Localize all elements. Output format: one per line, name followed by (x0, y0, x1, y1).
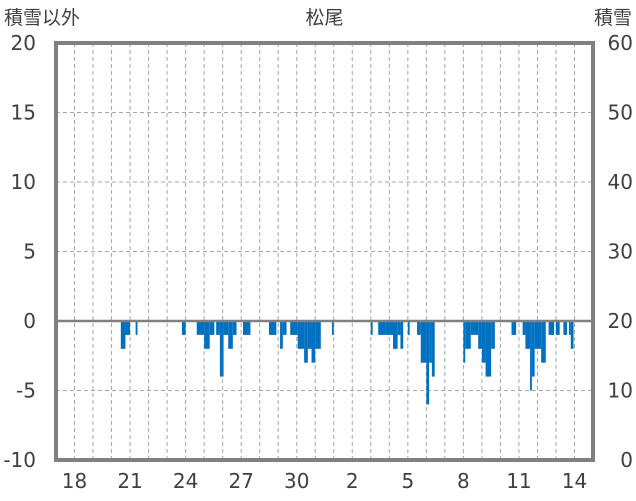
bar (429, 321, 432, 363)
bar (485, 321, 492, 377)
bar (525, 321, 531, 349)
bar (370, 321, 373, 335)
x-tick-label: 8 (457, 469, 470, 493)
x-tick-label: 27 (228, 469, 253, 493)
left-tick-label: 10 (11, 170, 36, 194)
bar (541, 321, 546, 363)
bar (331, 321, 334, 335)
left-tick-label: -5 (16, 379, 36, 403)
bar (491, 321, 495, 349)
bar (209, 321, 215, 335)
bar (426, 321, 430, 405)
right-tick-label: 30 (608, 240, 633, 264)
right-tick-label: 20 (608, 309, 633, 333)
bar (478, 321, 482, 349)
bar (393, 321, 398, 349)
bar (243, 321, 251, 335)
bar (228, 321, 233, 349)
bar (548, 321, 555, 335)
bar (181, 321, 186, 335)
left-tick-labels: 20 15 10 5 0 -5 -10 (3, 31, 36, 472)
chart-title: 松尾 (305, 7, 343, 29)
bar (465, 321, 471, 349)
left-tick-label: -10 (3, 448, 36, 472)
bar (555, 321, 560, 335)
bar (431, 321, 435, 377)
bar (282, 321, 287, 335)
bar (570, 321, 574, 349)
bar (219, 321, 224, 377)
x-tick-label: 21 (117, 469, 142, 493)
bar (420, 321, 427, 363)
bar (290, 321, 298, 335)
bar (232, 321, 237, 335)
bar (470, 321, 479, 335)
left-axis-label: 積雪以外 (4, 7, 80, 29)
right-tick-label: 10 (608, 379, 633, 403)
bar (304, 321, 308, 363)
right-tick-label: 0 (620, 448, 633, 472)
x-tick-label: 18 (62, 469, 87, 493)
x-tick-label: 5 (401, 469, 414, 493)
bar (385, 321, 394, 335)
bar (120, 321, 126, 349)
right-tick-labels: 60 50 40 30 20 10 0 (608, 31, 633, 472)
x-tick-label: 2 (346, 469, 359, 493)
bar (417, 321, 421, 335)
bar (196, 321, 205, 335)
bar (315, 321, 321, 349)
bar (511, 321, 517, 335)
bar (378, 321, 386, 335)
bar (531, 321, 535, 377)
bars (120, 321, 574, 405)
bar (400, 321, 404, 349)
left-tick-label: 20 (11, 31, 36, 55)
grid (56, 43, 593, 460)
bar (135, 321, 138, 335)
bar (534, 321, 542, 349)
right-tick-label: 40 (608, 170, 633, 194)
bar (463, 321, 466, 363)
x-tick-label: 30 (284, 469, 309, 493)
bar (563, 321, 568, 335)
bar (268, 321, 277, 335)
bar (530, 321, 532, 391)
bar (307, 321, 312, 349)
left-tick-label: 15 (11, 101, 36, 125)
x-tick-label: 14 (562, 469, 587, 493)
bar (407, 321, 410, 335)
bar (223, 321, 229, 335)
left-tick-label: 0 (23, 309, 36, 333)
x-tick-label: 11 (506, 469, 531, 493)
bar (481, 321, 486, 363)
bar (311, 321, 316, 363)
plot-border (54, 41, 595, 462)
bar (568, 321, 571, 335)
bar (125, 321, 131, 335)
right-axis-label: 積雪 (594, 7, 632, 29)
x-tick-labels: 18 21 24 27 30 2 5 8 11 14 (62, 469, 587, 493)
bar (280, 321, 283, 349)
bar (216, 321, 220, 335)
bar (397, 321, 401, 335)
bar (204, 321, 210, 349)
bar (522, 321, 526, 335)
right-tick-label: 60 (608, 31, 633, 55)
right-tick-label: 50 (608, 101, 633, 125)
left-tick-label: 5 (23, 240, 36, 264)
x-tick-label: 24 (173, 469, 198, 493)
bar (297, 321, 305, 349)
